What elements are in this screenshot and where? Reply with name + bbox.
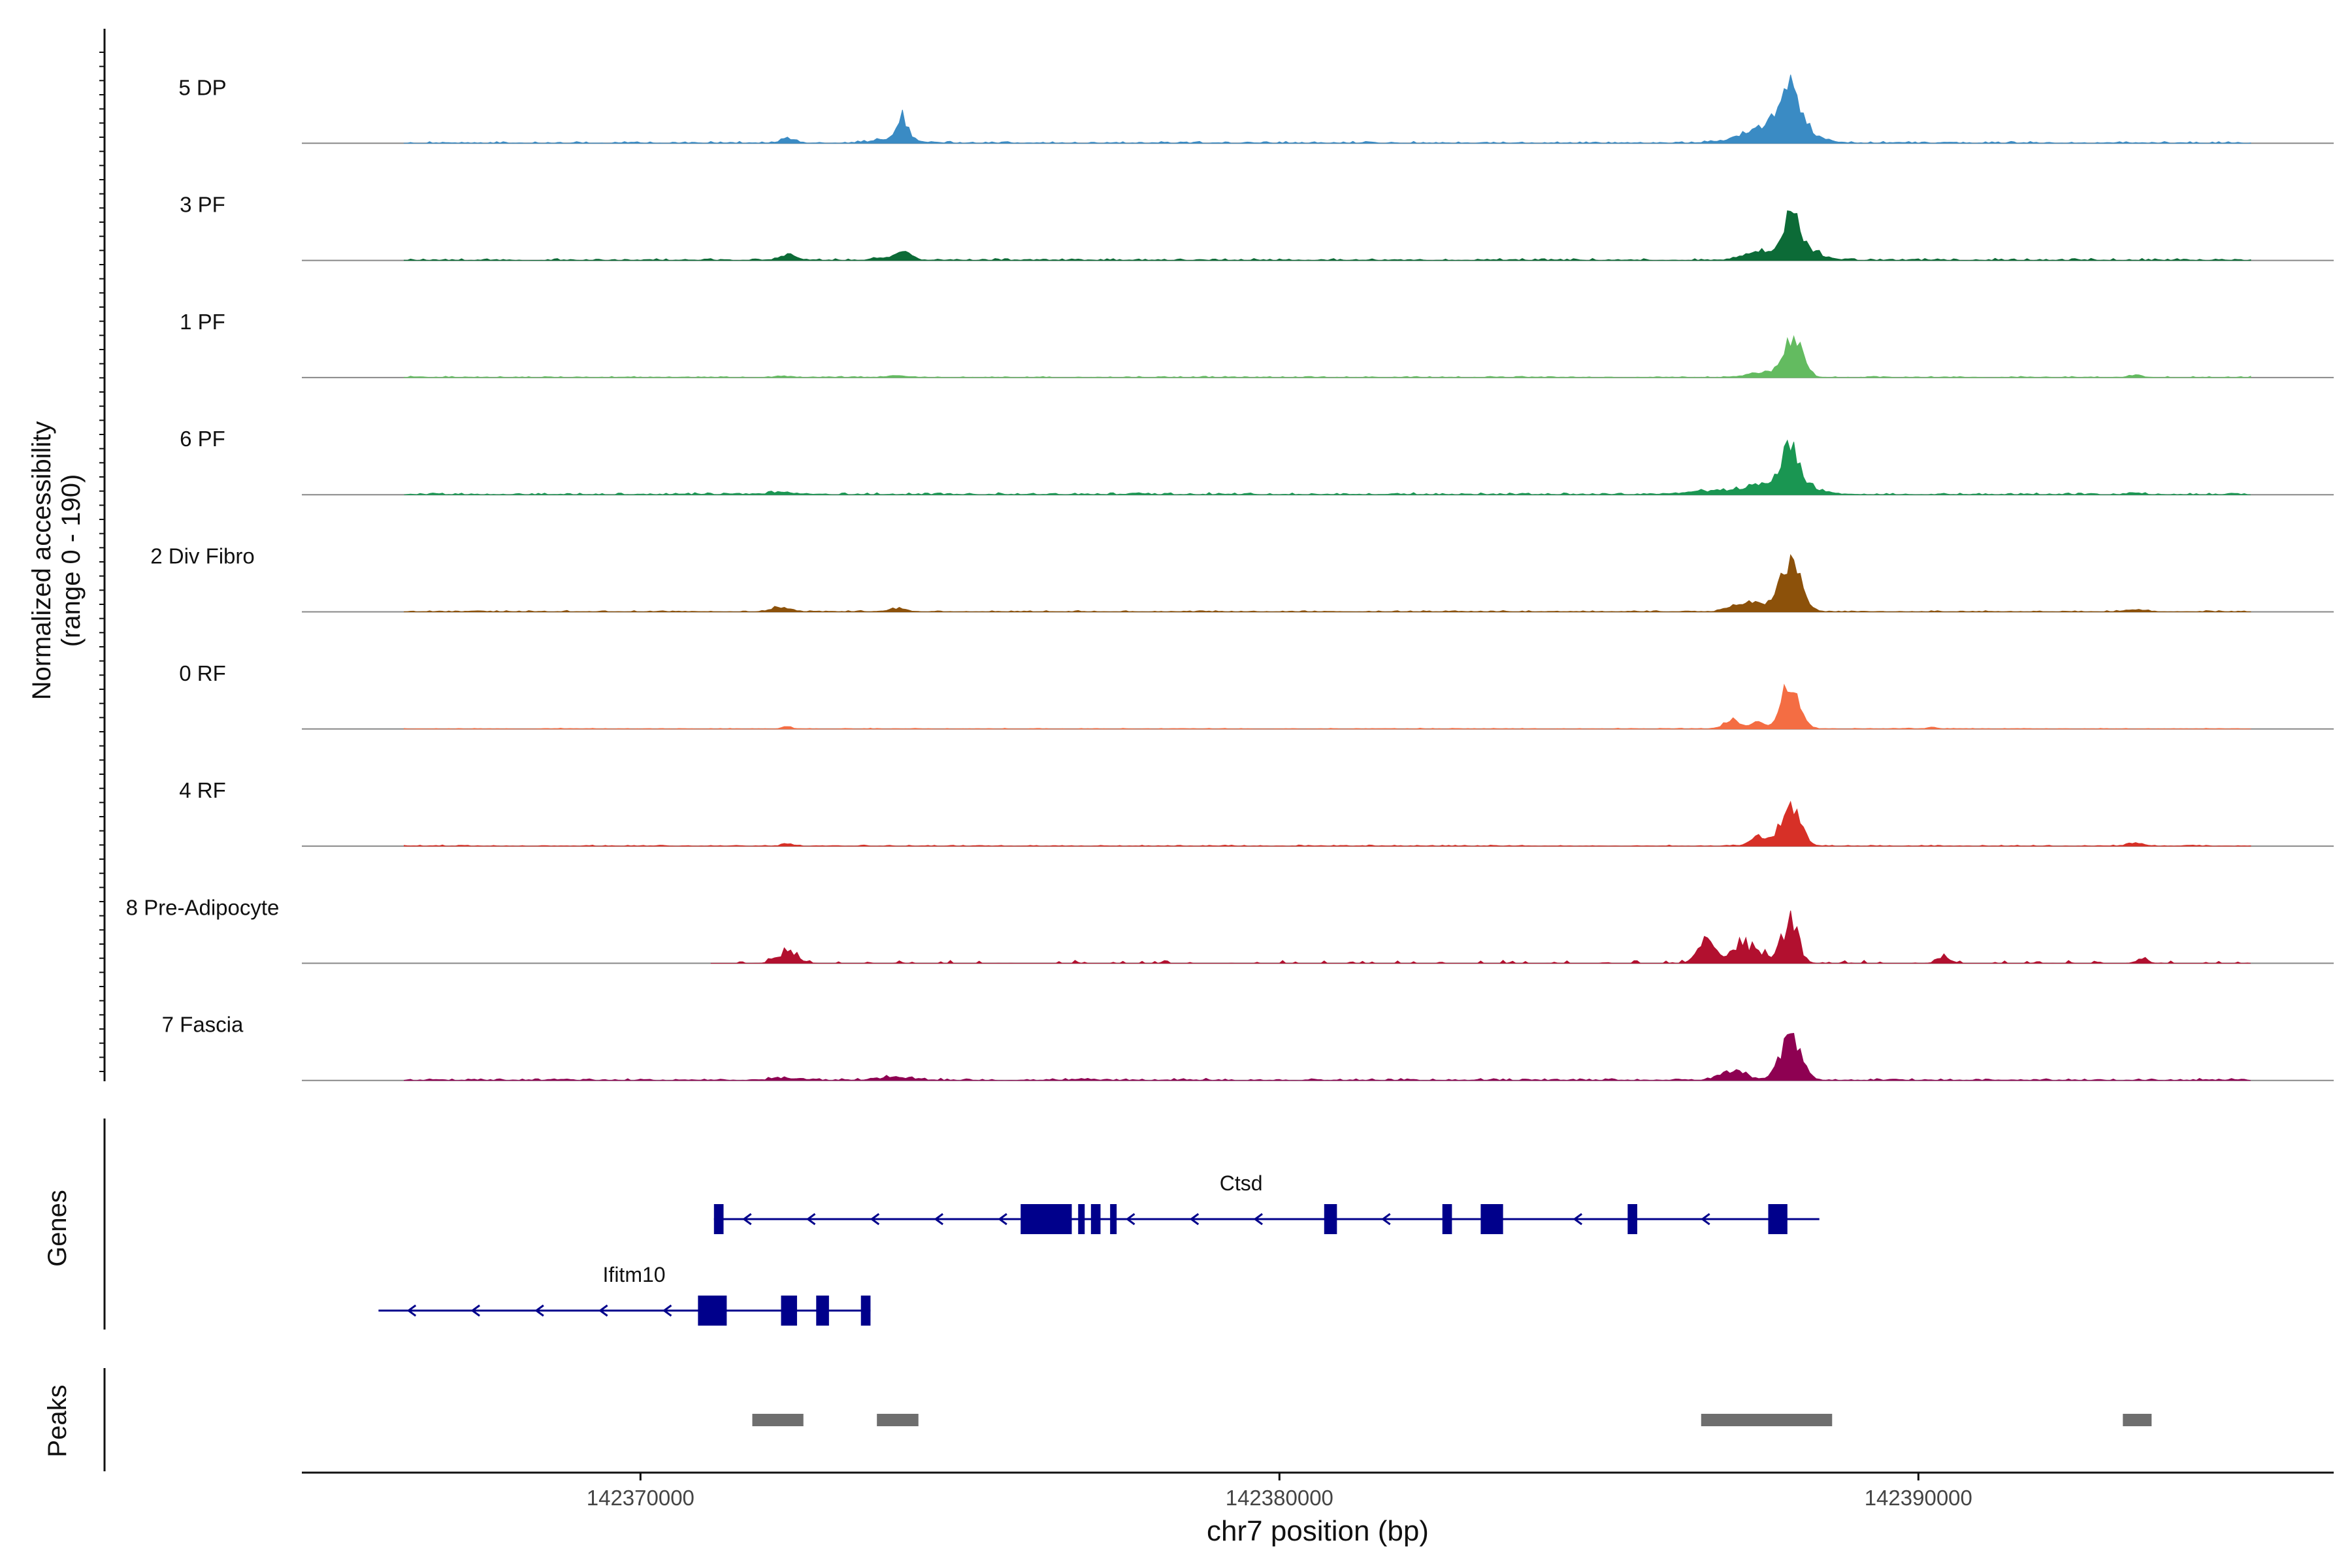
track-label: 5 DP <box>178 75 226 99</box>
gene-name-label: Ifitm10 <box>603 1263 666 1286</box>
peak-region <box>877 1414 919 1426</box>
gene-name-label: Ctsd <box>1220 1171 1263 1195</box>
gene-exon <box>1090 1204 1101 1234</box>
peaks-panel <box>752 1414 2152 1426</box>
track-signal-area <box>404 335 2251 378</box>
track-signal-area <box>404 74 2251 144</box>
genes-panel: Ctsd Ifitm10 <box>378 1171 1820 1326</box>
y-axis-title-line1: Normalized accessibility <box>27 421 56 700</box>
strand-arrow <box>870 1213 880 1226</box>
x-axis-title: chr7 position (bp) <box>1207 1515 1429 1547</box>
gene-exon <box>713 1204 724 1234</box>
strand-arrow <box>1701 1213 1710 1226</box>
track-label: 3 PF <box>180 193 225 217</box>
strand-arrow <box>470 1304 480 1317</box>
strand-arrow <box>1381 1213 1391 1226</box>
strand-arrow <box>406 1304 417 1317</box>
strand-arrow <box>934 1213 943 1226</box>
left-axes <box>99 29 106 1471</box>
track-signal-area <box>404 554 2251 613</box>
strand-arrow <box>1189 1213 1200 1226</box>
peak-region <box>2123 1414 2152 1426</box>
strand-arrow <box>806 1213 816 1226</box>
strand-arrow <box>1253 1213 1263 1226</box>
track-signal-area <box>404 439 2251 495</box>
gene-exon <box>1627 1204 1637 1234</box>
y-axis-title-line2: (range 0 - 190) <box>57 474 86 647</box>
strand-arrow <box>1125 1213 1135 1226</box>
track-signal-area <box>404 683 2251 730</box>
track-signal-area <box>404 210 2251 261</box>
peak-region <box>1701 1414 1833 1426</box>
x-axis-tick-label: 142390000 <box>1865 1486 1972 1510</box>
track-label: 8 Pre-Adipocyte <box>126 895 280 919</box>
peak-region <box>752 1414 804 1426</box>
genes-panel-label: Genes <box>43 1190 72 1267</box>
x-axis-tick-label: 142380000 <box>1226 1486 1333 1510</box>
coverage-tracks: 5 DP 3 PF 1 PF 6 PF 2 Div Fibro 0 RF 4 RF 8 Pre… <box>126 74 2334 1081</box>
gene-exon <box>781 1296 797 1326</box>
track-label: 6 PF <box>180 427 225 451</box>
x-axis-tick-label: 142370000 <box>587 1486 694 1510</box>
strand-arrow <box>534 1304 544 1317</box>
track-label: 0 RF <box>179 661 226 685</box>
gene-exon <box>1324 1204 1337 1234</box>
gene-exon <box>1442 1204 1452 1234</box>
track-label: 7 Fascia <box>162 1013 244 1037</box>
x-axis: 142370000 142380000 142390000 <box>302 1471 2334 1510</box>
strand-arrow <box>598 1304 608 1317</box>
track-label: 1 PF <box>180 310 225 334</box>
strand-arrow <box>1573 1213 1582 1226</box>
track-signal-area <box>710 910 2251 964</box>
gene-exon <box>1110 1204 1117 1234</box>
gene-exon <box>1078 1204 1085 1234</box>
track-label: 2 Div Fibro <box>150 544 255 568</box>
strand-arrow <box>662 1304 672 1317</box>
track-label: 4 RF <box>179 778 226 802</box>
gene-exon <box>698 1296 727 1326</box>
strand-arrow <box>998 1213 1007 1226</box>
gene-exon <box>860 1296 871 1326</box>
track-signal-area <box>404 800 2251 847</box>
track-signal-area <box>404 1033 2251 1081</box>
strand-arrow <box>742 1213 752 1226</box>
gene-exon <box>1480 1204 1503 1234</box>
gene-exon <box>1768 1204 1788 1234</box>
gene-exon <box>816 1296 829 1326</box>
gene-exon <box>1021 1204 1072 1234</box>
peaks-panel-label: Peaks <box>43 1384 72 1457</box>
